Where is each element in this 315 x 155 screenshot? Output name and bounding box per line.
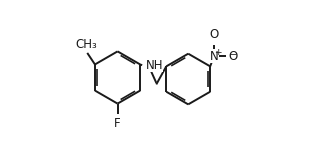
Text: +: + [214,49,221,58]
Text: −: − [229,49,237,58]
Text: N: N [210,50,218,63]
Text: O: O [229,50,238,63]
Text: O: O [209,28,219,41]
Text: F: F [114,117,121,131]
Text: CH₃: CH₃ [76,38,97,51]
Text: NH: NH [146,60,163,73]
